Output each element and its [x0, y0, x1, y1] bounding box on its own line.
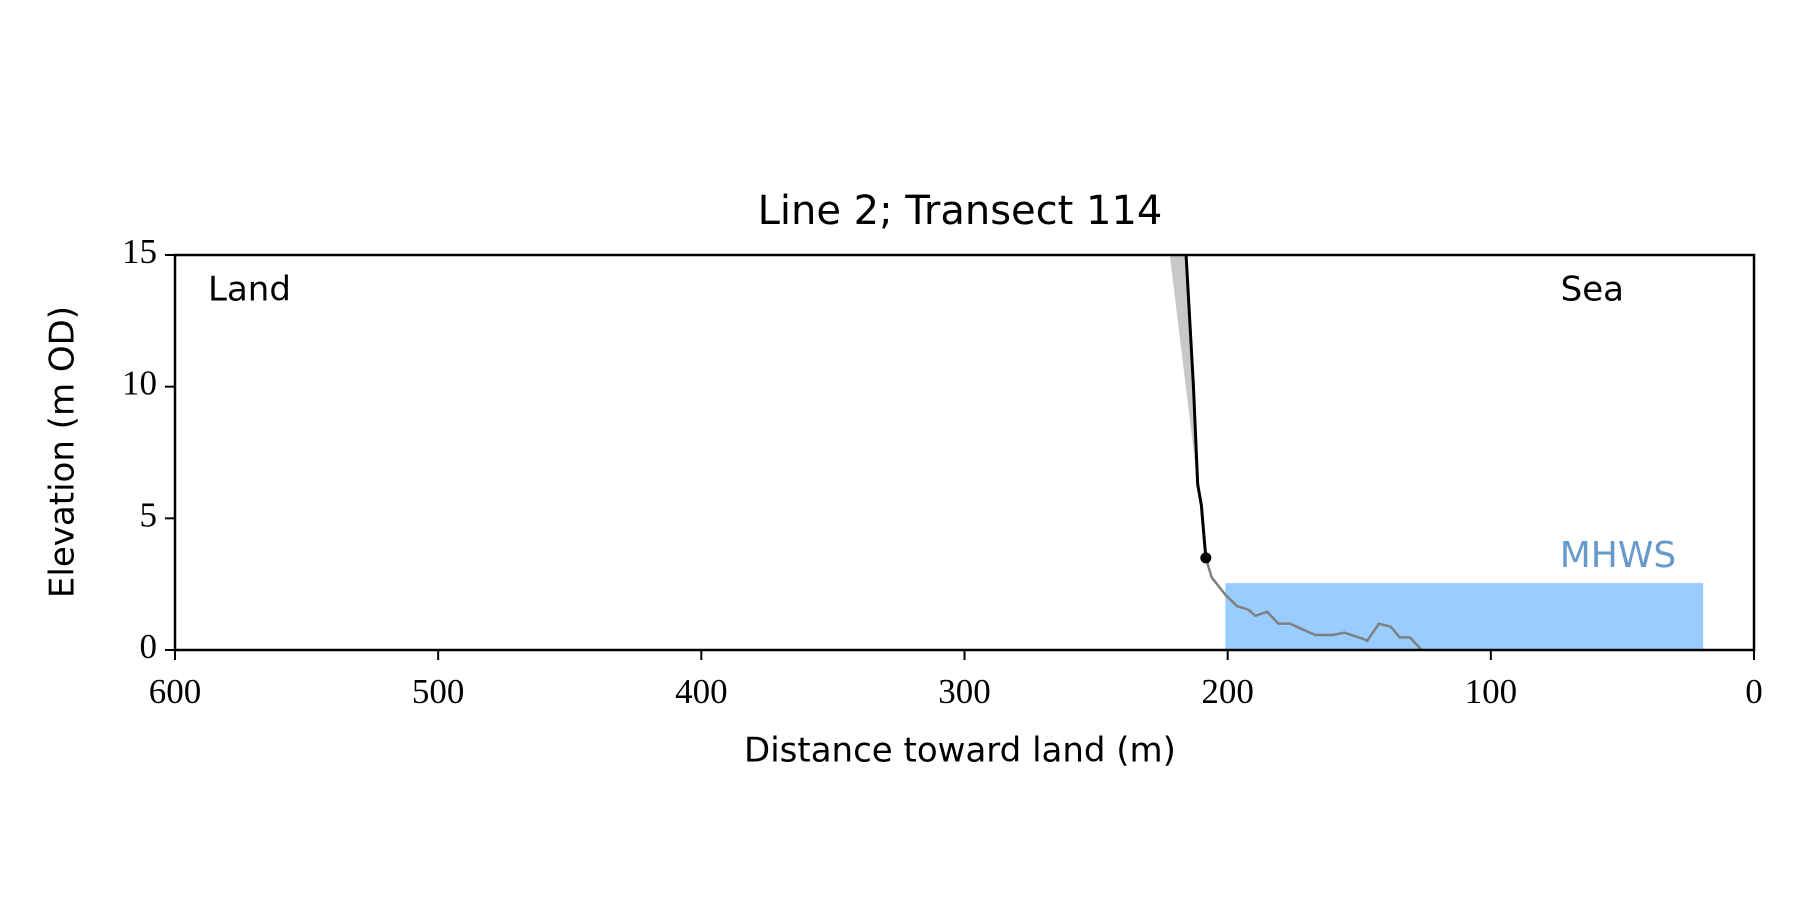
chart-title: Line 2; Transect 114 [758, 188, 1163, 234]
shaded-area [1169, 255, 1198, 485]
annotation: Land [208, 270, 291, 310]
y-tick-label: 5 [140, 495, 158, 534]
profile-line [1184, 254, 1208, 558]
y-tick-label: 0 [140, 627, 158, 666]
x-tick-label: 500 [412, 672, 465, 711]
y-tick-label: 10 [122, 364, 157, 403]
annotation: Sea [1561, 270, 1624, 310]
mhws-label: MHWS [1560, 535, 1677, 576]
y-axis-label: Elevation (m OD) [43, 306, 83, 598]
x-tick-label: 100 [1465, 672, 1518, 711]
x-tick-label: 200 [1201, 672, 1254, 711]
x-tick-label: 300 [938, 672, 991, 711]
marker-point [1200, 552, 1212, 564]
x-tick-label: 400 [675, 672, 728, 711]
x-axis-label: Distance toward land (m) [744, 731, 1176, 771]
profile-line [1204, 557, 1423, 651]
x-tick-label: 600 [149, 672, 202, 711]
mhws-band [1225, 583, 1704, 650]
x-tick-label: 0 [1745, 672, 1763, 711]
y-tick-label: 15 [122, 232, 157, 271]
